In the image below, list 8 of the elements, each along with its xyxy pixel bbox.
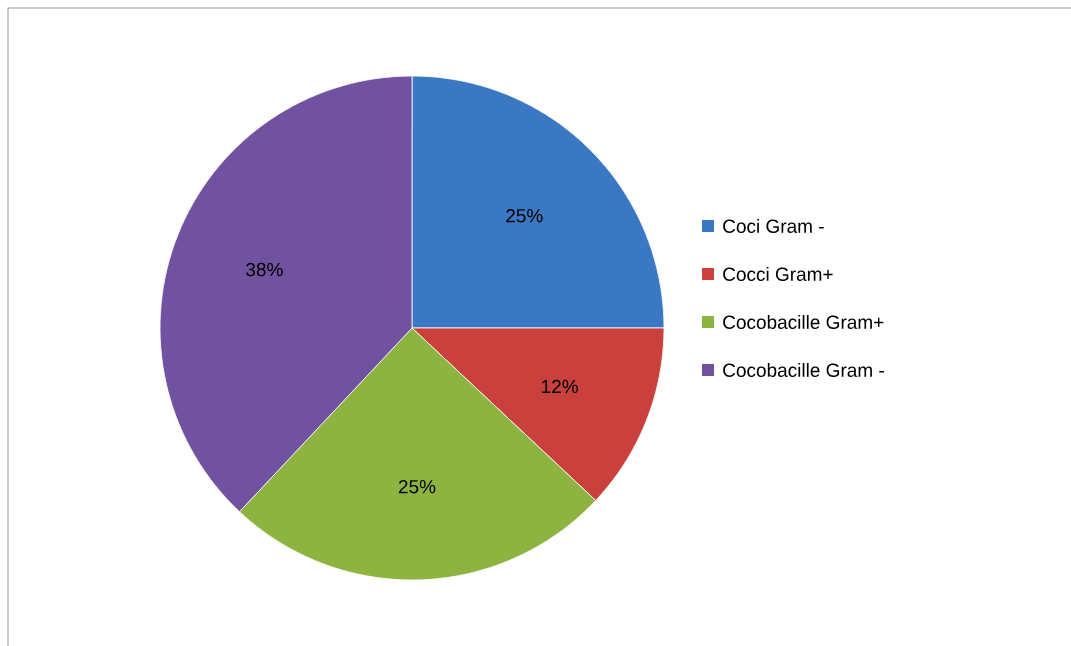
- legend-label: Cocci Gram+: [723, 267, 833, 281]
- legend-label: Cocobacille Gram+: [723, 315, 884, 329]
- legend-label: Cocobacille Gram -: [723, 363, 884, 377]
- data-label: 25%: [506, 209, 543, 223]
- data-label: 25%: [398, 479, 436, 494]
- legend-label: Coci Gram -: [723, 219, 824, 233]
- data-label: 12%: [542, 379, 578, 394]
- data-label: 38%: [246, 262, 283, 277]
